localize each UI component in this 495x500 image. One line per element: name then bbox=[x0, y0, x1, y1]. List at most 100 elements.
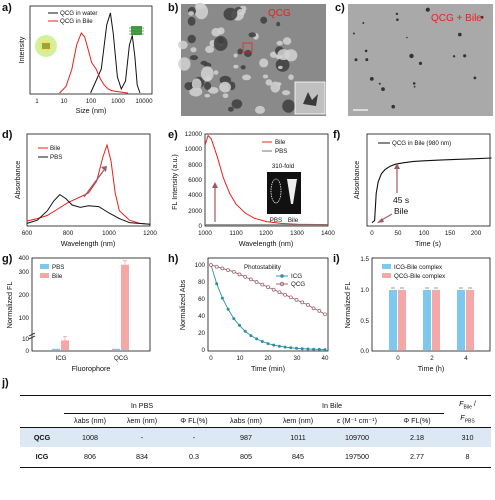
panel-b: b) QCG bbox=[168, 2, 326, 116]
panel-h-point-icg bbox=[266, 342, 270, 346]
panel-g-ytick-2: 10 bbox=[22, 336, 29, 343]
panel-b-particle bbox=[213, 70, 219, 75]
panel-a-series-water bbox=[90, 12, 141, 94]
panel-b-particle bbox=[260, 16, 268, 24]
panel-e-fold: 310-fold bbox=[272, 163, 295, 170]
panel-e-ytick-6: 10000 bbox=[185, 146, 203, 153]
panel-i-plot bbox=[389, 287, 474, 350]
panel-c-particle bbox=[412, 82, 416, 85]
panel-g-axis-break-2 bbox=[28, 335, 36, 340]
panel-h-point-icg bbox=[323, 348, 327, 352]
panel-f-annotation-bile: Bile bbox=[394, 206, 408, 216]
panel-f-arrowhead bbox=[394, 163, 400, 169]
panel-g-legend-swatch-bile bbox=[40, 273, 49, 278]
panel-e-legend-pbs: PBS bbox=[275, 148, 287, 155]
panel-c-particle bbox=[352, 32, 355, 35]
panel-h-point-icg bbox=[226, 307, 230, 311]
panel-a-xtick-1: 1 bbox=[35, 98, 39, 105]
panel-b-particle bbox=[237, 8, 246, 15]
panel-e-ylabel: FL Intensity (a.u.) bbox=[170, 154, 179, 210]
panel-h-point-qcg bbox=[220, 266, 225, 271]
panel-b-particle bbox=[265, 79, 273, 86]
panel-i-ylabel: Normalized FL bbox=[343, 282, 352, 329]
panel-h-point-qcg bbox=[243, 275, 248, 279]
panel-b-particle bbox=[277, 49, 291, 61]
panel-h-point-icg bbox=[306, 347, 310, 351]
panel-b-particle bbox=[282, 90, 291, 96]
panel-b-particle bbox=[200, 66, 214, 82]
panel-a-xtick-4: 1000 bbox=[111, 98, 125, 105]
table-col-1: λabs (nm) bbox=[74, 415, 106, 425]
panel-b-particle bbox=[244, 49, 252, 58]
panel-f-xtick-3: 100 bbox=[419, 230, 430, 237]
table-header-ratio-top: F bbox=[459, 399, 464, 409]
table-col-4: λabs (nm) bbox=[230, 415, 262, 425]
panel-c-particle bbox=[409, 53, 414, 59]
panel-h-point-icg bbox=[283, 345, 287, 349]
panel-g-bar-qcg-bile bbox=[121, 264, 129, 350]
table-cell: 1011 bbox=[290, 432, 306, 442]
panel-h-point-qcg bbox=[271, 287, 276, 292]
panel-c-image bbox=[348, 4, 493, 116]
panel-g-ytick-5: 300 bbox=[19, 269, 30, 276]
panel-b-particle bbox=[205, 45, 215, 54]
panel-g: g) 0 10 100 200 300 400 ICG QCG Fluoroph… bbox=[2, 253, 151, 373]
micelle-icon bbox=[35, 35, 57, 57]
panel-i-bar-4h-qcg bbox=[466, 290, 474, 350]
panel-c-particle bbox=[364, 49, 368, 53]
panel-f-ylabel: Absorbance bbox=[352, 161, 361, 199]
panel-g-frame bbox=[31, 257, 151, 352]
panel-e-frame bbox=[204, 133, 329, 227]
panel-h-point-icg bbox=[300, 347, 304, 351]
panel-c-particle bbox=[391, 104, 396, 109]
panel-g-label: g) bbox=[2, 253, 13, 265]
panel-h-point-qcg bbox=[317, 309, 322, 313]
panel-h-point-qcg bbox=[209, 263, 213, 267]
panel-b-particles bbox=[177, 2, 298, 114]
panel-i-bar-2h-icg bbox=[423, 290, 431, 350]
panel-c-label: c) bbox=[335, 2, 345, 14]
panel-e-ytick-1: 0 bbox=[199, 223, 203, 230]
panel-c-particle bbox=[354, 58, 358, 62]
chip-icon bbox=[129, 26, 144, 35]
panel-h-ylabel: Normalized Abs bbox=[178, 279, 187, 330]
panel-f-frame bbox=[366, 133, 491, 227]
panel-f-legend: QCG in Bile (980 nm) bbox=[392, 140, 451, 147]
panel-h-point-qcg bbox=[266, 285, 270, 289]
panel-b-particle bbox=[195, 2, 206, 10]
table-cell: 1008 bbox=[82, 432, 98, 442]
panel-e-ytick-7: 12000 bbox=[185, 131, 203, 138]
panel-d: d) 600 800 1000 1200 Wavelength (nm) Abs… bbox=[2, 129, 157, 248]
panel-h-point-icg bbox=[215, 282, 219, 286]
panel-e-inset bbox=[267, 172, 301, 214]
panel-b-particle bbox=[189, 55, 199, 61]
panel-a-xticks: 1 10 100 1000 10000 bbox=[35, 98, 153, 105]
panel-e-ytick-4: 6000 bbox=[188, 177, 202, 184]
panel-b-particle bbox=[231, 99, 243, 109]
panel-h-ytick-2: 20 bbox=[198, 330, 205, 337]
panel-a-label: a) bbox=[2, 2, 12, 14]
panel-a-legend-water: QCG in water bbox=[60, 10, 97, 17]
table-cell: - bbox=[140, 432, 144, 442]
panel-c-particle bbox=[413, 85, 416, 88]
panel-d-xtick-2: 800 bbox=[63, 230, 74, 237]
panel-b-particle bbox=[259, 58, 269, 68]
panel-a-xtick-5: 10000 bbox=[135, 98, 153, 105]
panel-c-particle bbox=[425, 7, 430, 12]
panel-g-legend-bile: Bile bbox=[52, 273, 63, 280]
panel-e-inset-pbs: PBS bbox=[270, 217, 282, 224]
panel-h-point-qcg bbox=[254, 280, 259, 284]
panel-h-point-icg bbox=[220, 296, 224, 300]
panel-b-particle bbox=[204, 93, 211, 98]
panel-d-plot bbox=[26, 143, 151, 225]
panel-h-point-qcg bbox=[237, 272, 242, 277]
panel-h-point-icg bbox=[232, 317, 236, 321]
panel-b-particle bbox=[278, 65, 283, 70]
panel-b-particle bbox=[228, 106, 234, 112]
panel-h-ytick-4: 60 bbox=[198, 296, 205, 303]
panel-g-ytick-3: 100 bbox=[19, 315, 30, 322]
panel-f-xtick-2: 50 bbox=[395, 230, 402, 237]
table-row-name: QCG bbox=[33, 432, 51, 442]
panel-a-legend-bile: QCG in Bile bbox=[60, 18, 93, 25]
panel-b-label: b) bbox=[168, 2, 179, 14]
